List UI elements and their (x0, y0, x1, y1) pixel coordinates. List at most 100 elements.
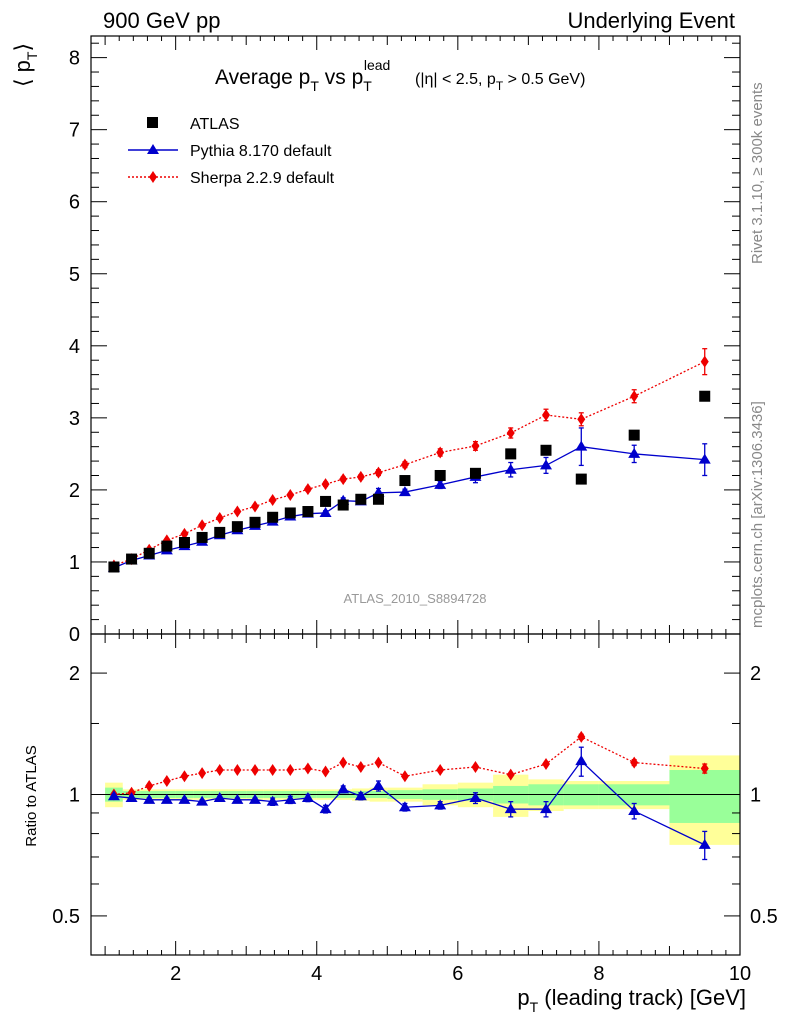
plot-frames (90, 35, 741, 956)
title-cut-end: > 0.5 GeV) (503, 71, 585, 88)
pythia-ratio-point (249, 793, 262, 804)
atlas-point (505, 448, 517, 460)
sherpa-ratio-point (374, 756, 383, 769)
sherpa-ratio-point (630, 756, 639, 769)
process-label: Underlying Event (567, 8, 735, 33)
atlas-point (196, 531, 208, 543)
pythia-ratio-point (319, 803, 332, 814)
sherpa-point (700, 355, 709, 368)
pythia-point (540, 459, 553, 470)
atlas-point (628, 429, 640, 441)
legend-label-sherpa: Sherpa 2.2.9 default (190, 170, 335, 187)
pythia-point (398, 486, 411, 497)
y-tick-label: 4 (69, 336, 80, 358)
sherpa-ratio-point (400, 770, 409, 783)
y-tick-label: 6 (69, 192, 80, 214)
ratio-y-tick-label-right: 0.5 (750, 906, 778, 928)
title-vs: vs p (319, 66, 363, 89)
atlas-point (320, 495, 332, 507)
sherpa-point (577, 413, 586, 426)
legend-marker-sherpa (149, 171, 157, 183)
mcplots-label: mcplots.cern.ch [arXiv:1306.3436] (749, 401, 766, 628)
xlabel-sub: T (530, 999, 539, 1015)
atlas-point (178, 536, 190, 548)
pythia-ratio-point (698, 838, 711, 849)
sherpa-ratio-point (233, 764, 242, 777)
x-tick-label: 2 (170, 963, 181, 985)
pythia-ratio-point (143, 793, 156, 804)
atlas-point (267, 511, 279, 523)
atlas-point (284, 507, 296, 519)
sherpa-ratio-point (436, 764, 445, 777)
y-tick-label: 2 (69, 480, 80, 502)
sherpa-ratio-point (215, 764, 224, 777)
sherpa-ratio-point (286, 764, 295, 777)
legend: ATLAS Pythia 8.170 default Sherpa 2.2.9 … (128, 116, 335, 187)
sherpa-ratio-point (251, 764, 260, 777)
atlas-point (699, 390, 711, 402)
sherpa-point (400, 458, 409, 471)
y-tick-label: 0 (69, 624, 80, 646)
pythia-ratio-point (337, 783, 350, 794)
ylabel-sub: T (24, 51, 40, 60)
sherpa-ratio-point (506, 768, 515, 781)
sherpa-point (471, 439, 480, 452)
sherpa-point (356, 470, 365, 483)
sherpa-point (233, 505, 242, 518)
atlas-point (372, 493, 384, 505)
plot-title: Average pT vs pTlead (215, 57, 390, 94)
atlas-point (540, 444, 552, 456)
pythia-ratio-point (196, 795, 209, 806)
y-tick-label: 7 (69, 120, 80, 142)
sherpa-point (374, 466, 383, 479)
pythia-ratio-point (628, 805, 641, 816)
sherpa-ratio-point (198, 767, 207, 780)
ylabel-close: ⟩ (10, 43, 35, 52)
x-tick-label: 4 (311, 963, 322, 985)
sherpa-ratio-point (339, 756, 348, 769)
sherpa-point (303, 483, 312, 496)
y-tick-label: 8 (69, 48, 80, 70)
pythia-ratio-point (160, 793, 173, 804)
pythia-ratio-point (301, 792, 314, 803)
title-sub-t: T (310, 78, 319, 94)
atlas-point (434, 469, 446, 481)
sherpa-point (251, 500, 260, 513)
sherpa-point (215, 512, 224, 525)
pythia-ratio-point (107, 790, 120, 801)
pythia-ratio-point (354, 790, 367, 801)
sherpa-ratio-point (145, 779, 154, 792)
pythia-point (504, 463, 517, 474)
sherpa-point (286, 488, 295, 501)
sherpa-point (180, 527, 189, 540)
pythia-ratio-point (469, 792, 482, 803)
atlas-point (337, 499, 349, 511)
pythia-ratio-point (504, 803, 517, 814)
atlas-point (249, 516, 261, 528)
sherpa-ratio-point (700, 762, 709, 775)
ratio-y-tick-label: 2 (69, 663, 80, 685)
ratio-y-label: Ratio to ATLAS (23, 745, 40, 846)
pythia-ratio-point (540, 803, 553, 814)
title-cut-main: (|η| < 2.5, p (415, 71, 496, 88)
pythia-ratio-point (372, 779, 385, 790)
atlas-point (302, 506, 314, 518)
sherpa-ratio-point (321, 765, 330, 778)
x-tick-label: 10 (729, 963, 751, 985)
sherpa-ratio-point (303, 762, 312, 775)
atlas-point (469, 467, 481, 479)
pythia-ratio-point (398, 801, 411, 812)
title-main: Average p (215, 66, 310, 89)
atlas-point (399, 475, 411, 487)
sherpa-ratio-point (577, 730, 586, 743)
y-tick-label: 1 (69, 552, 80, 574)
ratio-y-tick-label-right: 2 (750, 663, 761, 685)
xlabel-main: p (517, 985, 529, 1010)
sherpa-point (198, 519, 207, 532)
pythia-point (434, 478, 447, 489)
x-tick-label: 6 (452, 963, 463, 985)
sherpa-point (268, 493, 277, 506)
xlabel-rest: (leading track) [GeV] (538, 985, 746, 1010)
svg-text:⟨ pT⟩: ⟨ pT⟩ (10, 43, 40, 87)
